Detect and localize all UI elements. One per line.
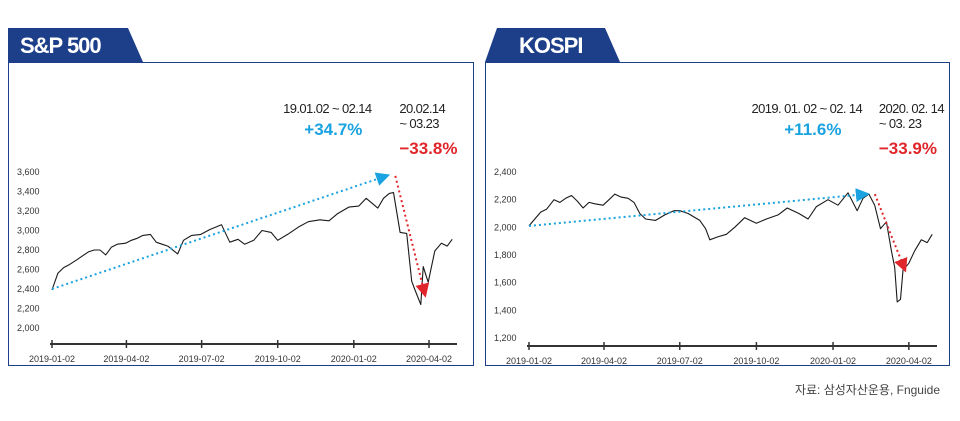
sp500-line-chart: 2,000 2,200 2,400 2,600 2,800 3,000 3,200 3,400… (17, 101, 457, 364)
y-tick-label: 1,200 (494, 333, 517, 343)
y-tick-label: 1,400 (494, 305, 517, 315)
series-line (51, 191, 453, 306)
fall-arrow (873, 193, 908, 273)
chart-frame (485, 62, 950, 366)
y-tick-label: 1,800 (494, 250, 517, 260)
x-tick-label: 2020-04-02 (406, 354, 452, 364)
fall-period-label: ~ 03.23 (399, 116, 439, 131)
sp500-panel: S&P 500 2,000 2,200 2,400 2,600 2,800 3,000 3,… (8, 28, 474, 366)
kospi-panel: KOSPI 1,200 1,400 1,600 1,800 2,000 2,200 2,40… (485, 28, 950, 366)
x-tick-label: 2019-01-02 (506, 356, 552, 366)
fall-period-label: 20.02.14 (399, 101, 445, 116)
x-tick-label: 2020-04-02 (886, 356, 932, 366)
fall-period-label: 2020. 02. 14 (879, 101, 944, 116)
y-tick-label: 2,600 (17, 265, 40, 275)
title-tab-shape (485, 28, 620, 62)
x-tick-label: 2019-10-02 (733, 356, 779, 366)
x-tick-label: 2019-01-02 (29, 354, 75, 364)
x-tick-label: 2019-07-02 (179, 354, 225, 364)
rise-percent-label: +11.6% (784, 120, 841, 139)
y-tick-label: 2,800 (17, 245, 40, 255)
chart-title: S&P 500 (20, 33, 102, 58)
y-tick-label: 3,600 (17, 167, 40, 177)
y-tick-label: 3,200 (17, 206, 40, 216)
x-tick-label: 2020-01-02 (331, 354, 377, 364)
series-line (528, 192, 933, 303)
y-tick-label: 2,400 (17, 284, 40, 294)
x-tick-label: 2020-01-02 (810, 356, 856, 366)
fall-percent-label: −33.8% (399, 139, 457, 158)
y-tick-label: 3,000 (17, 226, 40, 236)
y-tick-label: 2,400 (494, 167, 517, 177)
rise-percent-label: +34.7% (304, 120, 362, 139)
chart-frame (8, 62, 474, 366)
y-tick-label: 3,400 (17, 187, 40, 197)
fall-percent-label: −33.9% (879, 139, 937, 158)
x-tick-label: 2019-10-02 (255, 354, 301, 364)
y-tick-label: 1,600 (494, 278, 517, 288)
rise-period-label: 2019. 01. 02 ~ 02. 14 (752, 101, 863, 116)
x-tick-label: 2019-04-02 (581, 356, 627, 366)
kospi-line-chart: 1,200 1,400 1,600 1,800 2,000 2,200 2,400 2019-… (494, 101, 945, 366)
source-note: 자료: 삼성자산운용, Fnguide (794, 383, 940, 397)
rise-arrow (528, 188, 870, 227)
y-tick-label: 2,000 (494, 222, 517, 232)
rise-period-label: 19.01.02 ~ 02.14 (283, 101, 372, 116)
y-tick-label: 2,000 (17, 323, 40, 333)
fall-period-label: ~ 03. 23 (879, 116, 922, 131)
x-tick-label: 2019-07-02 (657, 356, 703, 366)
x-tick-label: 2019-04-02 (103, 354, 149, 364)
rise-arrow (51, 172, 391, 290)
fall-arrow (394, 175, 430, 298)
y-tick-label: 2,200 (494, 195, 517, 205)
y-tick-label: 2,200 (17, 304, 40, 314)
chart-title: KOSPI (519, 33, 583, 58)
title-tab-shape (8, 28, 143, 62)
